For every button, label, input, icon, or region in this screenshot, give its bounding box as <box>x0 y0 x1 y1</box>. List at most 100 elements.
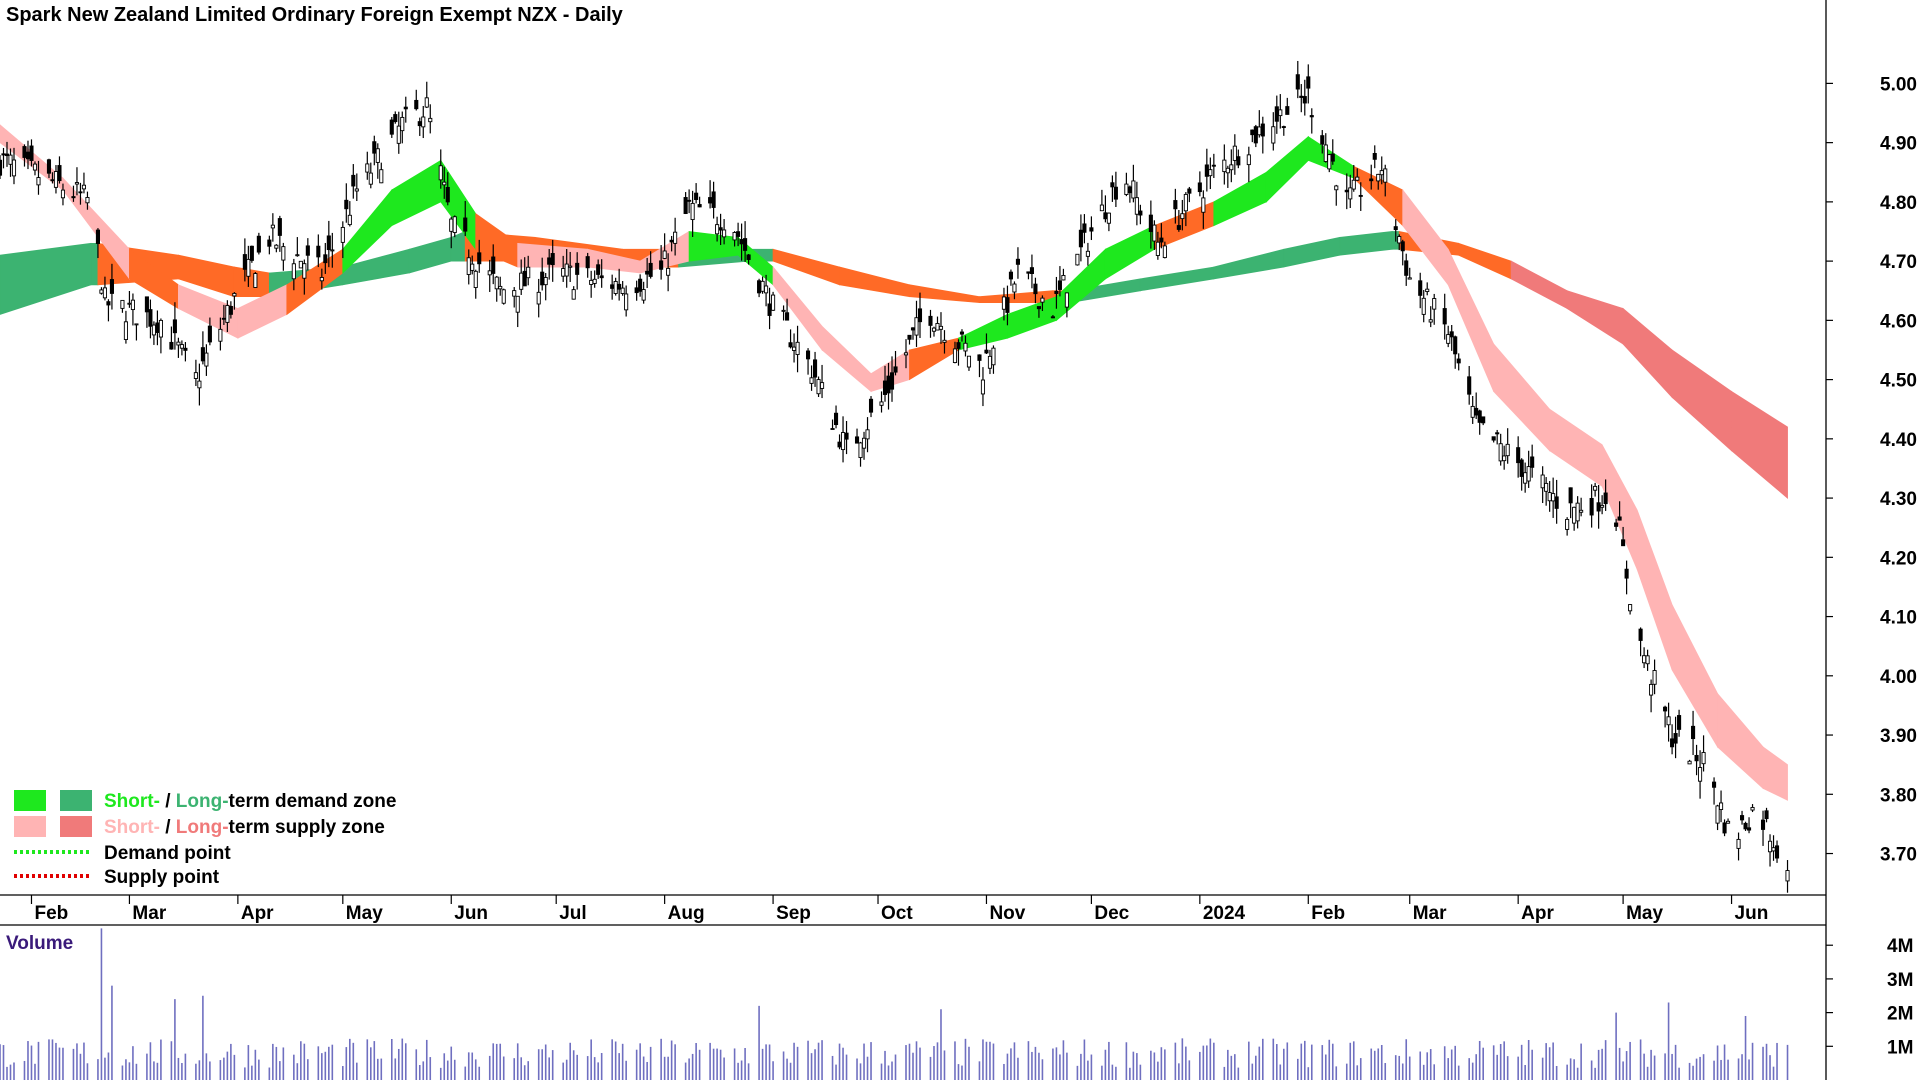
candle <box>1113 171 1118 207</box>
candle <box>1040 295 1045 311</box>
candle <box>445 172 450 206</box>
candle <box>1173 188 1178 224</box>
candle <box>687 189 692 214</box>
candle <box>109 263 114 310</box>
candle <box>1274 95 1279 134</box>
candle <box>1330 139 1335 165</box>
candle <box>1078 214 1083 262</box>
candle <box>127 290 132 308</box>
candle <box>1225 165 1230 188</box>
candle <box>1211 153 1216 179</box>
long-term-zone-segment <box>90 242 99 286</box>
candle <box>1036 306 1041 318</box>
candle <box>624 285 629 317</box>
candle <box>1393 219 1398 242</box>
candle <box>277 215 282 252</box>
candle <box>1544 477 1549 506</box>
candle <box>571 286 576 300</box>
candle <box>400 111 405 144</box>
candle <box>1652 659 1657 695</box>
price-tick-label: 4.80 <box>1880 193 1917 214</box>
candle <box>767 287 772 330</box>
candle <box>1302 79 1307 116</box>
candle <box>326 220 331 268</box>
candle <box>36 160 41 195</box>
long-term-zone-segment <box>1339 231 1393 256</box>
candle <box>589 270 594 298</box>
candle <box>599 259 604 288</box>
time-tick-label: Feb <box>1311 903 1345 924</box>
candle <box>942 330 947 354</box>
candle <box>697 196 702 208</box>
candle <box>1764 807 1769 823</box>
candle <box>1698 750 1703 799</box>
candle <box>1232 134 1237 175</box>
candle <box>1075 253 1080 266</box>
candle <box>1746 817 1752 834</box>
candle <box>1579 497 1584 517</box>
candle <box>690 190 695 237</box>
candle <box>1026 271 1031 280</box>
candle <box>134 323 139 341</box>
candle <box>1617 501 1622 521</box>
candle <box>1425 282 1430 296</box>
candle <box>193 359 198 387</box>
legend-item: Short- / Long-term demand zone <box>14 790 396 812</box>
candle <box>417 117 422 136</box>
price-tick-label: 4.30 <box>1880 489 1917 510</box>
candle <box>659 245 664 280</box>
candle <box>512 287 517 308</box>
candle <box>1407 267 1412 280</box>
candle <box>1061 268 1066 281</box>
candle <box>792 333 797 363</box>
candle <box>785 298 790 321</box>
candle <box>592 270 597 288</box>
short-term-zone-segment <box>1104 224 1155 280</box>
candle <box>638 274 643 297</box>
candle <box>1054 276 1059 309</box>
candle <box>1124 172 1129 197</box>
long-term-zone-segment <box>1671 349 1732 452</box>
candle <box>568 251 573 283</box>
candle <box>249 245 254 263</box>
candle <box>1008 269 1013 286</box>
candle <box>368 162 373 189</box>
legend-label: Demand point <box>104 843 231 864</box>
candle <box>344 183 349 223</box>
candle <box>683 192 688 215</box>
candle <box>928 309 933 338</box>
candle <box>491 244 496 285</box>
candle <box>200 331 205 365</box>
candle <box>1767 834 1773 867</box>
candle <box>1348 174 1353 209</box>
candle <box>1103 195 1108 223</box>
candle <box>907 334 912 345</box>
candle <box>736 222 741 247</box>
candle <box>1474 392 1479 419</box>
short-term-zone-segment <box>391 159 442 227</box>
candle <box>889 356 895 402</box>
volume-panel: 4M 3M 2M 1M <box>0 928 1913 1080</box>
candle <box>522 257 527 287</box>
candle <box>1012 281 1017 300</box>
candle <box>991 345 996 374</box>
candle <box>1271 112 1276 151</box>
candle <box>428 104 433 134</box>
candle <box>1033 277 1038 304</box>
candle <box>1593 482 1598 497</box>
candle <box>1229 149 1234 183</box>
candle <box>1187 186 1192 203</box>
candle <box>952 341 958 364</box>
candle <box>526 255 531 286</box>
candle <box>60 183 66 206</box>
candle <box>910 327 916 340</box>
candle <box>673 217 678 256</box>
candle <box>564 249 569 288</box>
candle <box>795 325 800 373</box>
candle <box>1320 130 1325 154</box>
time-tick-label: May <box>346 903 383 924</box>
legend-label: Supply point <box>104 867 220 888</box>
candle <box>1481 416 1486 426</box>
candle <box>302 259 307 295</box>
candle <box>854 428 860 444</box>
